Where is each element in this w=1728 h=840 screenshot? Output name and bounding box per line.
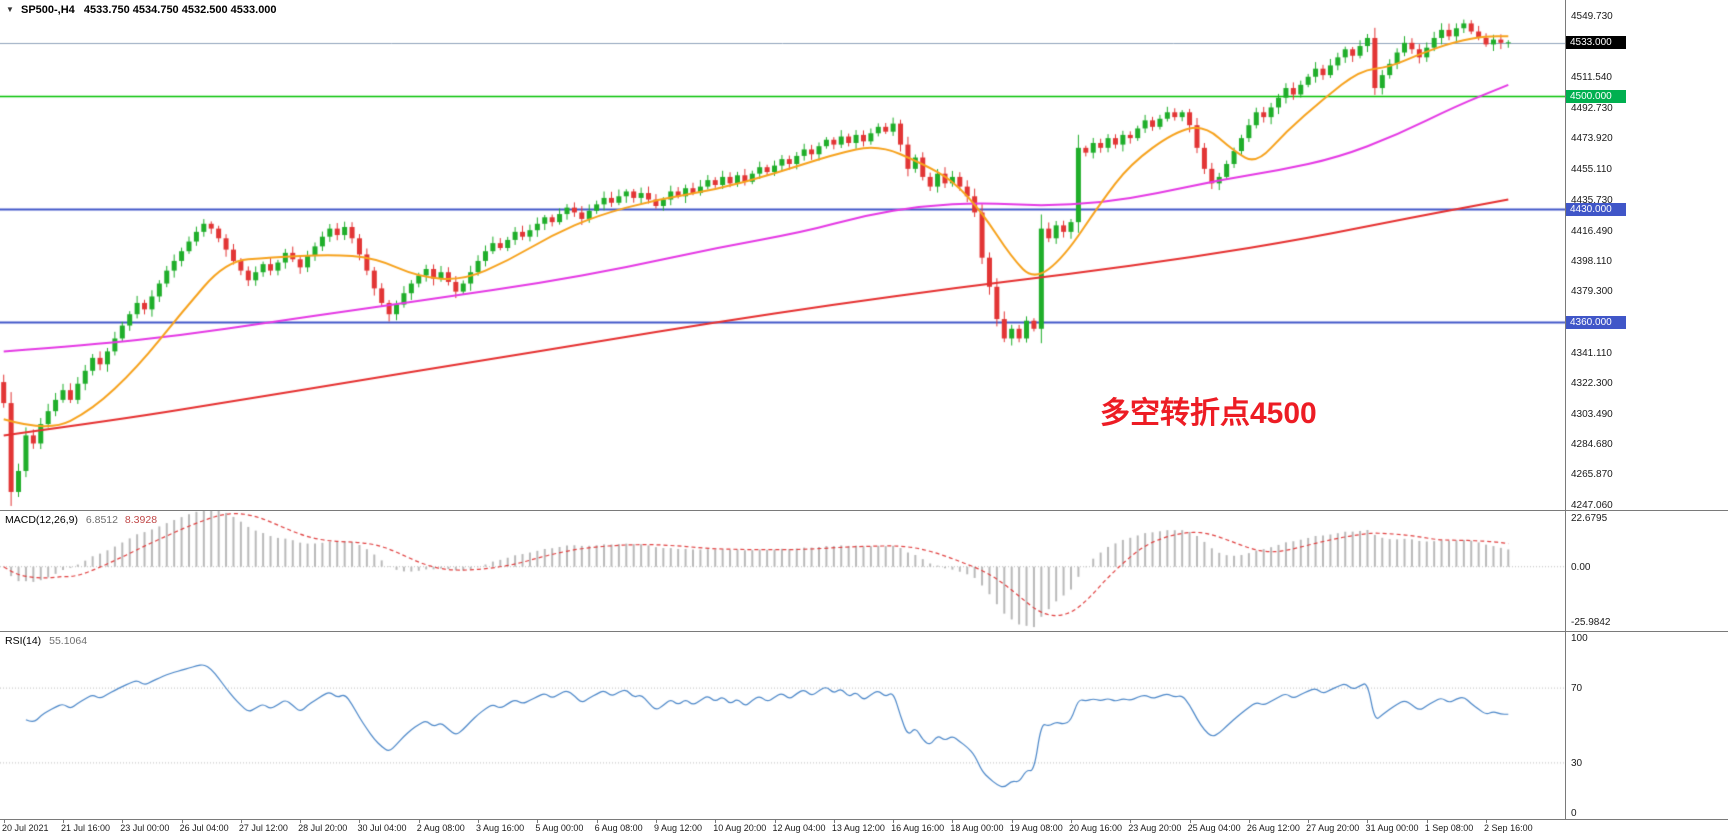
time-tick: [1486, 819, 1487, 823]
time-label: 1 Sep 08:00: [1424, 823, 1474, 833]
price-axis-label: 4492.730: [1571, 102, 1613, 114]
time-tick: [834, 819, 835, 823]
time-tick: [1249, 819, 1250, 823]
rsi-label: RSI(14) 55.1064: [5, 635, 87, 647]
price-axis-label: 4511.540: [1571, 72, 1612, 84]
price-axis-label: 4455.110: [1571, 163, 1612, 175]
time-tick: [1427, 819, 1428, 823]
time-tick: [775, 819, 776, 823]
time-label: 27 Aug 20:00: [1306, 823, 1360, 833]
macd-axis-label: -25.9842: [1571, 617, 1611, 629]
macd-axis-label: 0.00: [1571, 561, 1591, 573]
time-label: 23 Aug 20:00: [1128, 823, 1182, 833]
time-label: 25 Aug 04:00: [1187, 823, 1241, 833]
time-label: 5 Aug 00:00: [535, 823, 584, 833]
rsi-value: 55.1064: [49, 635, 88, 647]
time-label: 10 Aug 20:00: [713, 823, 767, 833]
time-label: 2 Aug 08:00: [416, 823, 465, 833]
time-label: 6 Aug 08:00: [594, 823, 643, 833]
time-label: 16 Aug 16:00: [891, 823, 945, 833]
annotation-text: 多空转折点4500: [1100, 397, 1317, 430]
green-level-tag: 4500.000: [1566, 89, 1626, 103]
time-tick: [952, 819, 953, 823]
time-tick: [1012, 819, 1013, 823]
time-tick: [4, 819, 5, 823]
price-axis-label: 4322.300: [1571, 378, 1613, 390]
price-axis-label: 4416.490: [1571, 226, 1613, 238]
time-tick: [122, 819, 123, 823]
time-tick: [182, 819, 183, 823]
time-label: 20 Aug 16:00: [1069, 823, 1123, 833]
price-axis-label: 4284.680: [1571, 438, 1613, 450]
time-tick: [419, 819, 420, 823]
rsi-axis-label: 70: [1571, 683, 1583, 695]
time-tick: [537, 819, 538, 823]
time-label: 26 Jul 04:00: [179, 823, 229, 833]
rsi-indicator-canvas[interactable]: [0, 632, 1565, 819]
rsi-name: RSI(14): [5, 635, 42, 647]
time-tick: [893, 819, 894, 823]
time-tick: [300, 819, 301, 823]
symbol-period-label: SP500-,H4: [20, 4, 75, 16]
time-label: 2 Sep 16:00: [1484, 823, 1533, 833]
price-chart-canvas[interactable]: [0, 0, 1565, 510]
blue-level-tag: 4360.000: [1566, 315, 1626, 329]
macd-name: MACD(12,26,9): [5, 514, 78, 526]
time-tick: [1130, 819, 1131, 823]
price-axis-label: 4265.870: [1571, 469, 1613, 481]
symbol-marker-icon: ▼: [6, 5, 14, 14]
price-axis-label: 4398.110: [1571, 255, 1612, 267]
time-tick: [1308, 819, 1309, 823]
time-label: 18 Aug 00:00: [950, 823, 1004, 833]
blue-level-tag: 4430.000: [1566, 202, 1626, 216]
macd-axis-label: 22.6795: [1571, 513, 1608, 525]
time-tick: [656, 819, 657, 823]
time-label: 30 Jul 04:00: [357, 823, 407, 833]
macd-label: MACD(12,26,9) 6.8512 8.3928: [5, 514, 157, 526]
time-label: 19 Aug 08:00: [1009, 823, 1063, 833]
price-axis-label: 4435.730: [1571, 194, 1613, 206]
time-label: 26 Aug 12:00: [1246, 823, 1300, 833]
time-tick: [478, 819, 479, 823]
price-axis-label: 4473.920: [1571, 133, 1613, 145]
price-axis-label: 4303.490: [1571, 408, 1613, 420]
scale-divider: [1565, 0, 1566, 819]
panel-divider: [0, 510, 1728, 511]
time-tick: [241, 819, 242, 823]
macd-value-main: 6.8512: [85, 514, 118, 526]
last-price-tag: 4533.000: [1566, 36, 1626, 50]
time-tick: [597, 819, 598, 823]
macd-indicator-canvas[interactable]: [0, 511, 1565, 631]
panel-divider: [0, 631, 1728, 632]
time-label: 12 Aug 04:00: [772, 823, 826, 833]
time-tick: [359, 819, 360, 823]
price-axis-label: 4247.060: [1571, 499, 1613, 511]
time-label: 13 Aug 12:00: [831, 823, 885, 833]
panel-divider: [0, 819, 1728, 820]
time-label: 27 Jul 12:00: [238, 823, 288, 833]
time-label: 21 Jul 16:00: [61, 823, 111, 833]
time-label: 3 Aug 16:00: [476, 823, 525, 833]
time-label: 23 Jul 00:00: [120, 823, 170, 833]
time-tick: [715, 819, 716, 823]
ohlc-readout: 4533.750 4534.750 4532.500 4533.000: [83, 4, 277, 16]
rsi-axis-label: 0: [1571, 808, 1577, 819]
price-axis-label: 4549.730: [1571, 10, 1613, 22]
time-tick: [1367, 819, 1368, 823]
time-label: 9 Aug 12:00: [653, 823, 702, 833]
time-label: 28 Jul 20:00: [298, 823, 348, 833]
time-label: 31 Aug 00:00: [1365, 823, 1419, 833]
rsi-axis-label: 30: [1571, 757, 1583, 769]
macd-value-signal: 8.3928: [124, 514, 158, 526]
price-axis-label: 4341.110: [1571, 347, 1612, 359]
price-axis-label: 4379.300: [1571, 286, 1613, 298]
time-tick: [1190, 819, 1191, 823]
rsi-axis-label: 100: [1571, 633, 1588, 644]
chart-title: ▼ SP500-,H4 4533.750 4534.750 4532.500 4…: [6, 4, 277, 16]
time-label: 20 Jul 2021: [2, 823, 49, 833]
time-tick: [63, 819, 64, 823]
time-tick: [1071, 819, 1072, 823]
